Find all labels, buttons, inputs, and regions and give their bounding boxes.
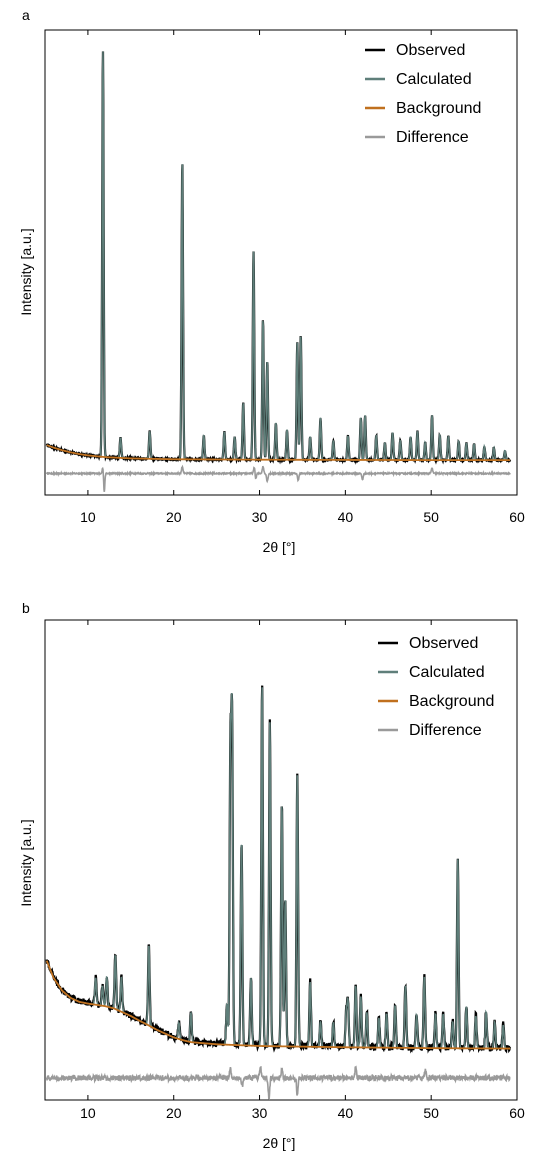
ticks-b (87, 620, 518, 1100)
ylabel-a: Intensity [a.u.] (18, 228, 34, 315)
series-calculated (45, 687, 511, 1050)
series-background (45, 960, 511, 1050)
plot-lines-b (45, 685, 511, 1101)
xtick-label: 20 (166, 509, 182, 525)
ticks-a (87, 30, 518, 495)
ylabel-b: Intensity [a.u.] (18, 819, 34, 906)
xtick-label: 60 (509, 1105, 525, 1121)
xtick-labels-a: 10 20 30 40 50 60 (80, 509, 525, 525)
panel-a: a Intensity [a.u.] 2θ [°] 10 20 30 40 50 60 O… (18, 7, 525, 555)
legend-label-background: Background (396, 100, 481, 117)
legend-label-observed: Observed (396, 42, 465, 59)
legend-label-difference: Difference (409, 722, 482, 739)
series-background (46, 444, 511, 462)
xtick-label: 20 (166, 1105, 182, 1121)
xtick-label: 40 (338, 1105, 354, 1121)
legend-label-calculated: Calculated (409, 664, 485, 681)
plot-frame-b (44, 619, 518, 1101)
legend-label-background: Background (409, 693, 494, 710)
xtick-label: 30 (252, 1105, 268, 1121)
panel-label-a: a (22, 7, 30, 23)
xlabel-b: 2θ [°] (263, 1135, 296, 1151)
xlabel-a: 2θ [°] (263, 539, 296, 555)
xtick-label: 10 (80, 509, 96, 525)
xtick-labels-b: 10 20 30 40 50 60 (80, 1105, 525, 1121)
legend-label-difference: Difference (396, 129, 469, 146)
legend-label-calculated: Calculated (396, 71, 472, 88)
xtick-label: 30 (252, 509, 268, 525)
xtick-label: 50 (423, 509, 439, 525)
legend-b: Observed Calculated Background Difference (378, 635, 494, 739)
legend-label-observed: Observed (409, 635, 478, 652)
series-difference (45, 464, 511, 492)
xtick-label: 40 (338, 509, 354, 525)
legend-a: Observed Calculated Background Difference (365, 42, 481, 146)
panel-label-b: b (22, 600, 30, 616)
plot-lines-a (45, 51, 512, 492)
series-difference (45, 1065, 511, 1101)
xtick-label: 50 (423, 1105, 439, 1121)
xtick-label: 10 (80, 1105, 96, 1121)
panel-b: b Intensity [a.u.] 2θ [°] 10 20 30 40 50 60 O… (18, 600, 525, 1151)
plot-frame-a (44, 29, 518, 496)
xtick-label: 60 (509, 509, 525, 525)
